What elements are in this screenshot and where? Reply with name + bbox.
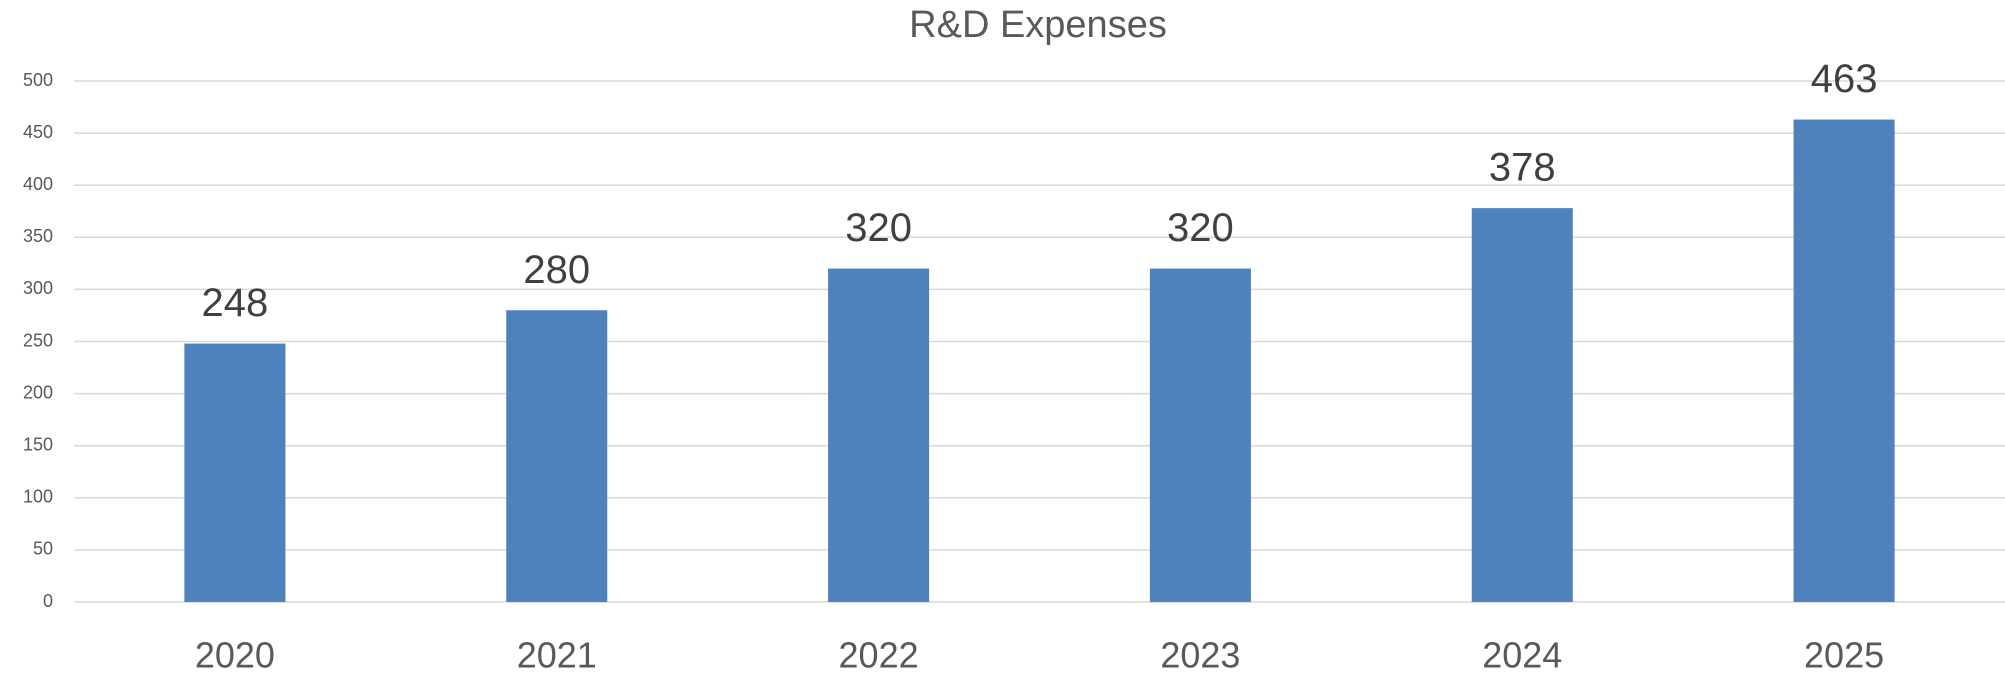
data-label: 320 — [1167, 206, 1234, 250]
y-tick-label: 500 — [23, 70, 53, 90]
data-label: 378 — [1489, 146, 1556, 190]
x-tick-label: 2024 — [1482, 635, 1562, 675]
x-tick-label: 2023 — [1160, 635, 1240, 675]
data-label: 280 — [523, 248, 590, 292]
y-tick-label: 250 — [23, 330, 53, 350]
bar — [506, 310, 608, 602]
y-tick-label: 150 — [23, 434, 53, 454]
x-tick-label: 2022 — [839, 635, 919, 675]
bar — [1149, 268, 1251, 602]
y-tick-label: 400 — [23, 174, 53, 194]
y-tick-label: 300 — [23, 278, 53, 298]
bar — [828, 268, 930, 602]
bar — [184, 343, 286, 602]
data-label: 320 — [845, 206, 912, 250]
x-tick-label: 2025 — [1804, 635, 1884, 675]
chart-title: R&D Expenses — [909, 4, 1167, 46]
y-tick-label: 100 — [23, 487, 53, 507]
y-tick-label: 50 — [33, 539, 53, 559]
x-tick-label: 2020 — [195, 635, 275, 675]
bar — [1793, 119, 1895, 602]
y-tick-label: 450 — [23, 122, 53, 142]
x-tick-label: 2021 — [517, 635, 597, 675]
bar — [1471, 208, 1573, 602]
y-tick-label: 0 — [43, 591, 53, 611]
y-tick-label: 350 — [23, 226, 53, 246]
data-label: 248 — [202, 281, 269, 325]
data-label: 463 — [1811, 57, 1878, 101]
y-tick-label: 200 — [23, 382, 53, 402]
